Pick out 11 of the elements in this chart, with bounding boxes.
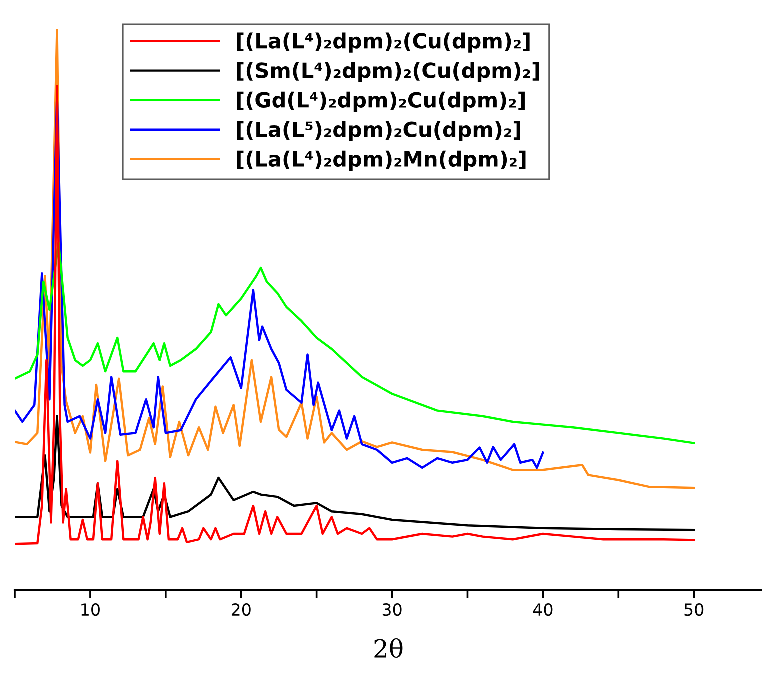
x-axis-title: 2θ [374, 638, 403, 658]
x-tick-label: 40 [533, 603, 553, 616]
legend-label: [(La(L⁵)₂dpm)₂Cu(dpm)₂] [237, 121, 520, 142]
legend-label: [(La(L⁴)₂dpm)₂Mn(dpm)₂] [237, 150, 526, 172]
legend-label: [(Gd(L⁴)₂dpm)₂Cu(dpm)₂] [237, 92, 525, 112]
x-tick-label: 50 [684, 603, 704, 616]
legend-label: [(La(L⁴)₂dpm)₂(Cu(dpm)₂] [237, 32, 530, 53]
x-tick-label: 30 [382, 603, 402, 616]
x-tick-label: 20 [232, 603, 251, 616]
x-tick-label: 10 [82, 603, 100, 616]
legend-label: [(Sm(L⁴)₂dpm)₂(Cu(dpm)₂] [237, 62, 540, 82]
